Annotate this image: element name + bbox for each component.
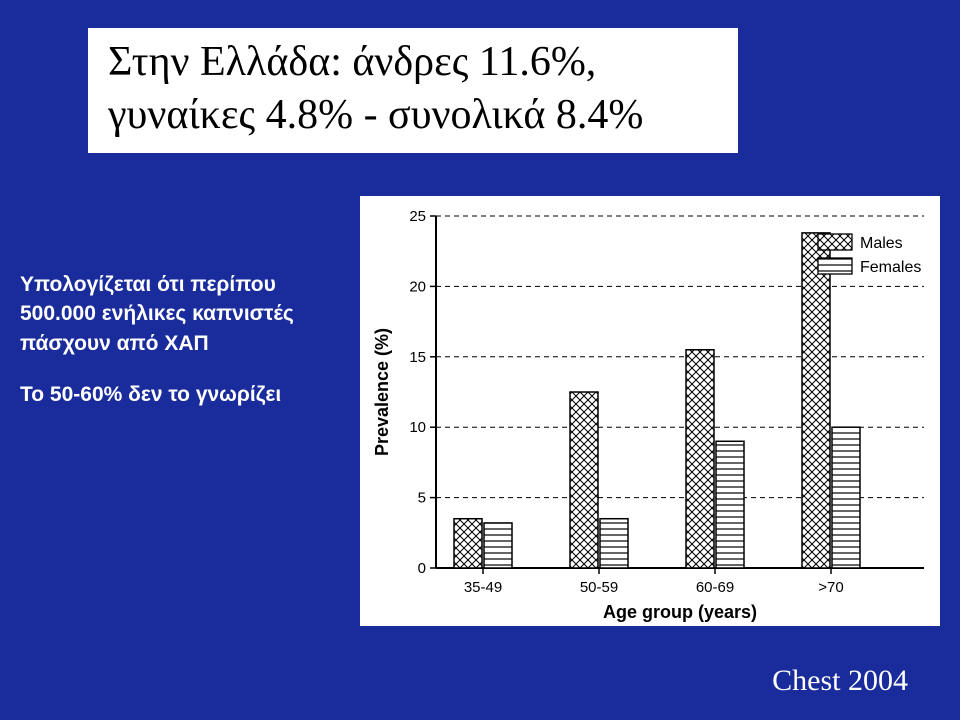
svg-text:35-49: 35-49	[464, 579, 502, 596]
slide: Στην Ελλάδα: άνδρες 11.6%, γυναίκες 4.8%…	[0, 0, 960, 720]
title-box: Στην Ελλάδα: άνδρες 11.6%, γυναίκες 4.8%…	[88, 28, 738, 153]
title-line-1: Στην Ελλάδα: άνδρες 11.6%,	[108, 36, 718, 89]
chart-container: 0 5 10 15 20 25 Prevalence (%) 35-49 50-59 60-69 >…	[360, 196, 940, 626]
prevalence-chart: 0 5 10 15 20 25 Prevalence (%) 35-49 50-59 60-69 >…	[360, 196, 940, 626]
svg-text:60-69: 60-69	[696, 579, 734, 596]
svg-text:20: 20	[409, 278, 426, 295]
side-note-block-1: Υπολογίζεται ότι περίπου 500.000 ενήλικε…	[20, 270, 345, 358]
svg-text:Females: Females	[860, 259, 921, 276]
svg-text:10: 10	[409, 419, 426, 436]
side-note-block-2: Το 50-60% δεν το γνωρίζει	[20, 380, 345, 409]
svg-text:Age group (years): Age group (years)	[603, 602, 757, 622]
side-note: Υπολογίζεται ότι περίπου 500.000 ενήλικε…	[20, 270, 345, 410]
svg-text:25: 25	[409, 208, 426, 225]
svg-text:50-59: 50-59	[580, 579, 618, 596]
svg-text:Prevalence (%): Prevalence (%)	[372, 328, 392, 456]
svg-text:15: 15	[409, 349, 426, 366]
title-line-2: γυναίκες 4.8% - συνολικά 8.4%	[108, 89, 718, 142]
svg-text:0: 0	[418, 560, 426, 577]
svg-text:5: 5	[418, 490, 426, 507]
citation: Chest 2004	[772, 664, 908, 698]
svg-text:Males: Males	[860, 235, 903, 252]
svg-text:>70: >70	[818, 579, 843, 596]
